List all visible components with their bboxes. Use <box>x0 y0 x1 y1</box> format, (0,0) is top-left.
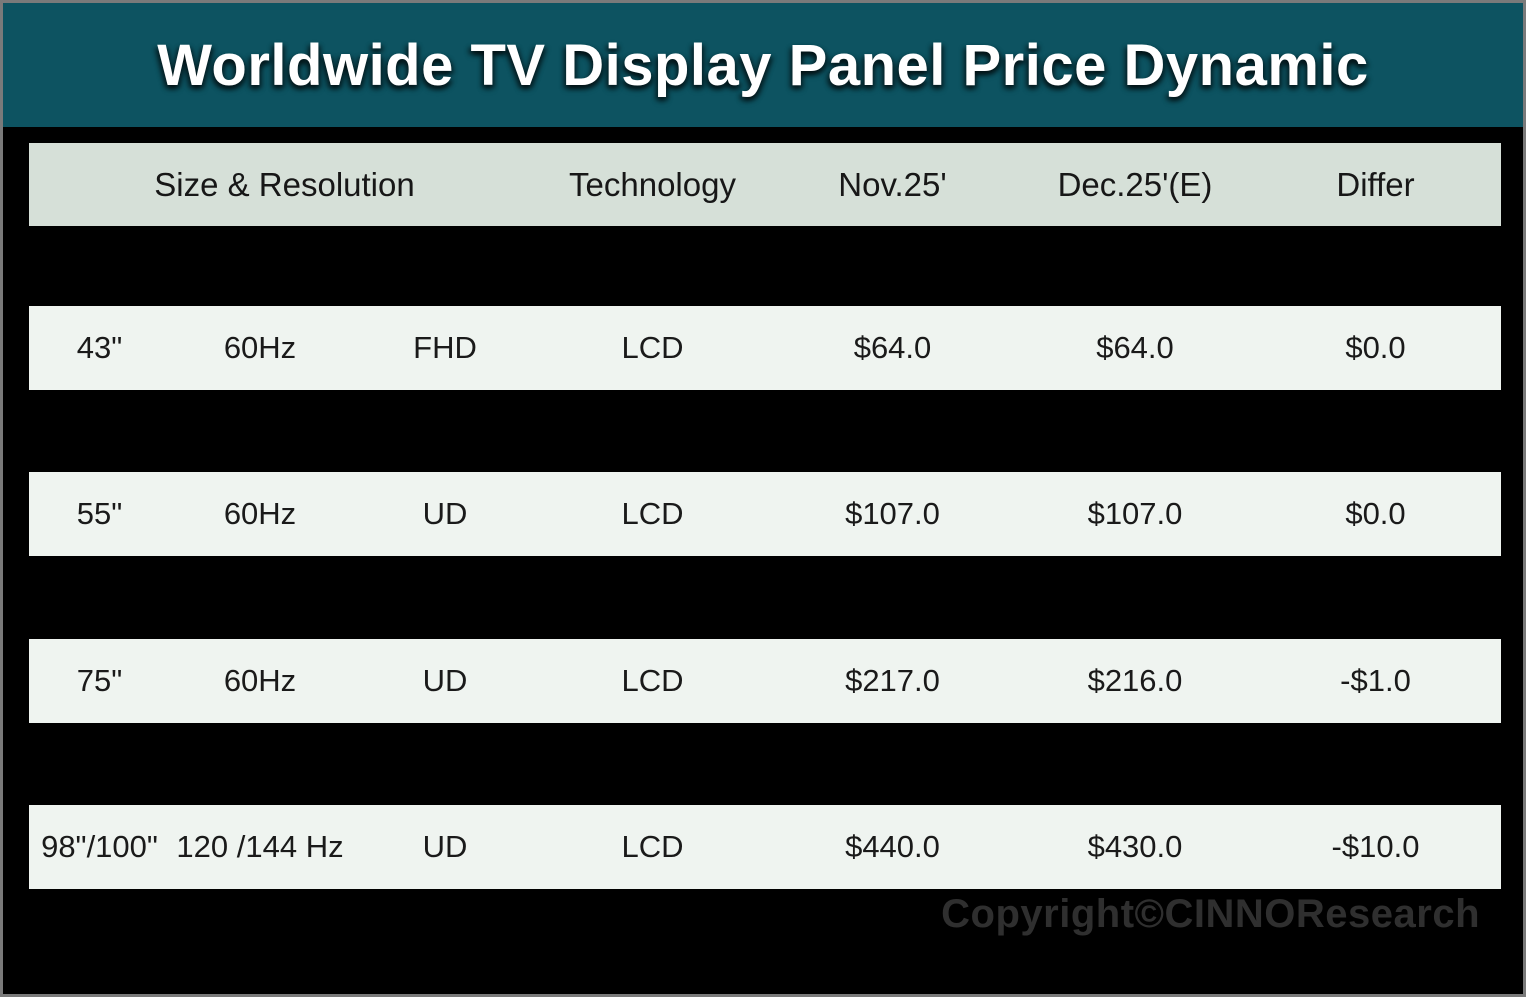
cell-technology: LCD <box>621 330 684 365</box>
cell-price-differ: -$10.0 <box>1331 829 1420 864</box>
cell-technology: LCD <box>621 496 684 531</box>
cell-refresh-rate: 60Hz <box>223 330 297 365</box>
page-title: Worldwide TV Display Panel Price Dynamic <box>157 32 1369 98</box>
cell-price-nov: $217.0 <box>845 663 940 698</box>
cell-size: 55" <box>76 496 123 531</box>
table-row-75: 75" 60Hz UD LCD $217.0 $216.0 -$1.0 <box>29 639 1501 723</box>
cell-technology: LCD <box>621 663 684 698</box>
cell-price-differ: $0.0 <box>1345 496 1406 531</box>
table-row-43: 43" 60Hz FHD LCD $64.0 $64.0 $0.0 <box>29 306 1501 390</box>
cell-technology: LCD <box>621 829 684 864</box>
table-row-55: 55" 60Hz UD LCD $107.0 $107.0 $0.0 <box>29 472 1501 556</box>
cell-price-dec: $64.0 <box>1096 330 1174 365</box>
cell-size: 98"/100" <box>41 829 158 864</box>
title-band: Worldwide TV Display Panel Price Dynamic <box>3 3 1523 127</box>
cell-price-nov: $440.0 <box>845 829 940 864</box>
cell-size: 75" <box>76 663 123 698</box>
cell-price-dec: $107.0 <box>1087 496 1183 531</box>
cell-size: 43" <box>76 330 123 365</box>
cell-resolution: UD <box>422 496 468 531</box>
column-header-size-resolution: Size & Resolution <box>154 165 415 203</box>
cell-refresh-rate: 120 /144 Hz <box>176 829 344 864</box>
copyright-watermark: Copyright©CINNOResearch <box>941 892 1480 936</box>
table-row-98-100: 98"/100" 120 /144 Hz UD LCD $440.0 $430.… <box>29 805 1501 889</box>
table-header-row: Size & Resolution Technology Nov.25' Dec… <box>29 143 1501 226</box>
cell-refresh-rate: 60Hz <box>223 663 297 698</box>
column-header-nov25: Nov.25' <box>838 165 947 203</box>
column-header-technology: Technology <box>569 165 736 203</box>
cell-price-differ: $0.0 <box>1345 330 1406 365</box>
cell-refresh-rate: 60Hz <box>223 496 297 531</box>
cell-price-differ: -$1.0 <box>1340 663 1411 698</box>
cell-price-nov: $64.0 <box>853 330 932 365</box>
cell-price-nov: $107.0 <box>845 496 940 531</box>
cell-resolution: FHD <box>413 330 477 365</box>
column-header-differ: Differ <box>1336 165 1415 203</box>
cell-price-dec: $216.0 <box>1087 663 1183 698</box>
column-header-dec25e: Dec.25'(E) <box>1057 165 1213 203</box>
cell-resolution: UD <box>422 663 468 698</box>
cell-price-dec: $430.0 <box>1087 829 1183 864</box>
cell-resolution: UD <box>422 829 468 864</box>
